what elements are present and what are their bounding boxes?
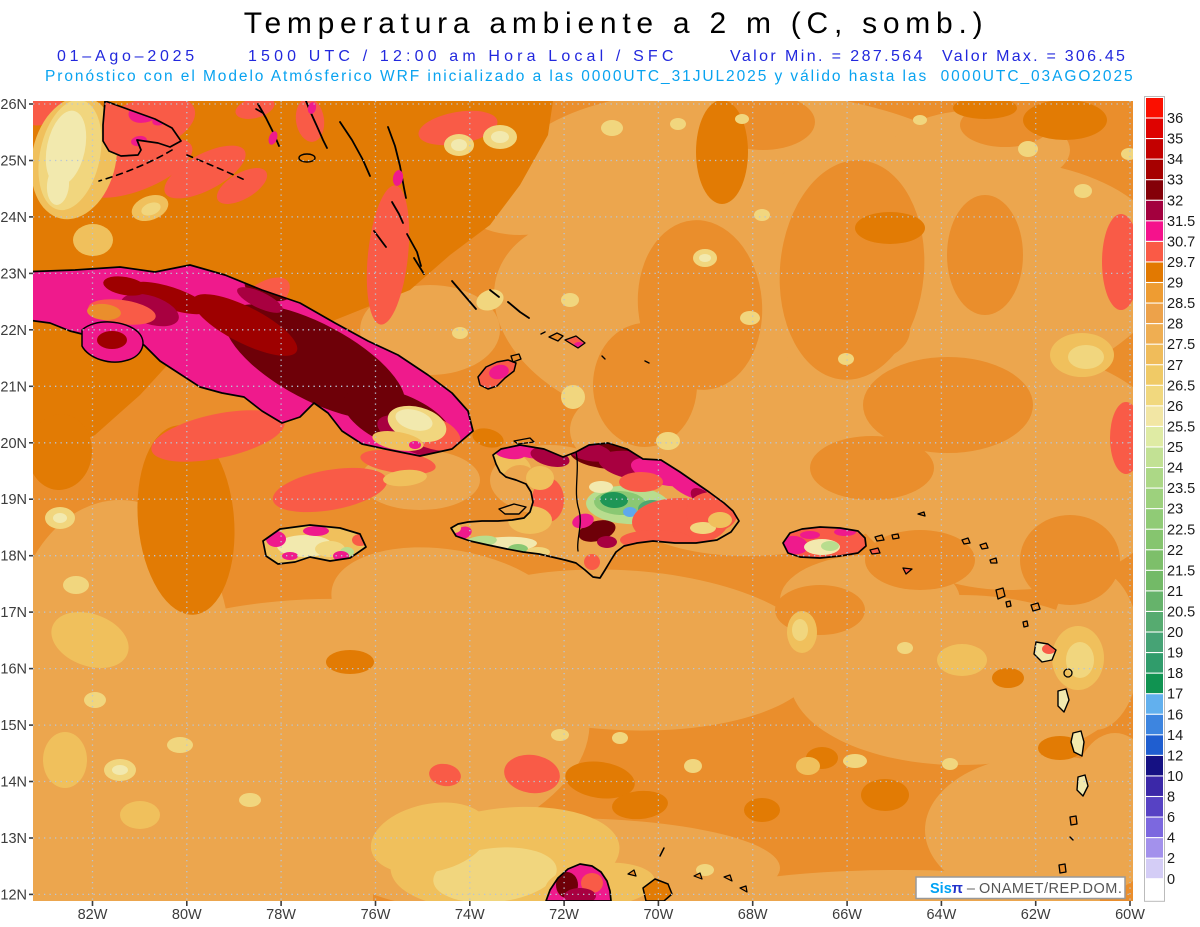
svg-text:Sisπ – ONAMET/REP.DOM.: Sisπ – ONAMET/REP.DOM. [930, 881, 1122, 897]
svg-text:18N: 18N [0, 549, 27, 565]
svg-text:10: 10 [1167, 769, 1183, 785]
svg-text:14N: 14N [0, 775, 27, 791]
svg-text:15N: 15N [0, 718, 27, 734]
svg-text:24: 24 [1167, 461, 1183, 477]
svg-text:17N: 17N [0, 605, 27, 621]
svg-text:27: 27 [1167, 358, 1183, 374]
svg-text:Temperatura ambiente a 2 m (C,: Temperatura ambiente a 2 m (C, somb.) [244, 7, 989, 40]
svg-text:16: 16 [1167, 707, 1183, 723]
svg-text:25: 25 [1167, 440, 1183, 456]
svg-text:62W: 62W [1021, 907, 1051, 923]
svg-text:13N: 13N [0, 831, 27, 847]
svg-text:29: 29 [1167, 276, 1183, 292]
svg-text:21.5: 21.5 [1167, 563, 1195, 579]
svg-text:22N: 22N [0, 323, 27, 339]
svg-text:0: 0 [1167, 872, 1175, 888]
svg-text:12N: 12N [0, 887, 27, 903]
svg-text:33: 33 [1167, 173, 1183, 189]
svg-text:17: 17 [1167, 687, 1183, 703]
svg-text:28: 28 [1167, 317, 1183, 333]
svg-text:29.7: 29.7 [1167, 255, 1195, 271]
svg-text:21: 21 [1167, 584, 1183, 600]
svg-text:Valor Min. = 287.564: Valor Min. = 287.564 [730, 48, 925, 65]
svg-text:68W: 68W [738, 907, 768, 923]
svg-text:23.5: 23.5 [1167, 481, 1195, 497]
svg-text:Valor Max. = 306.45: Valor Max. = 306.45 [942, 48, 1127, 65]
svg-text:23N: 23N [0, 266, 27, 282]
svg-text:23: 23 [1167, 502, 1183, 518]
svg-text:60W: 60W [1115, 907, 1145, 923]
svg-text:74W: 74W [455, 907, 485, 923]
svg-text:26N: 26N [0, 97, 27, 113]
svg-text:8: 8 [1167, 790, 1175, 806]
svg-text:80W: 80W [172, 907, 202, 923]
svg-text:78W: 78W [266, 907, 296, 923]
svg-text:26: 26 [1167, 399, 1183, 415]
svg-text:18: 18 [1167, 666, 1183, 682]
svg-text:34: 34 [1167, 152, 1183, 168]
svg-text:30.7: 30.7 [1167, 234, 1195, 250]
svg-text:21N: 21N [0, 379, 27, 395]
svg-text:66W: 66W [832, 907, 862, 923]
svg-text:25.5: 25.5 [1167, 420, 1195, 436]
svg-text:14: 14 [1167, 728, 1183, 744]
svg-text:82W: 82W [78, 907, 108, 923]
svg-text:22.5: 22.5 [1167, 522, 1195, 538]
svg-text:28.5: 28.5 [1167, 296, 1195, 312]
svg-text:36: 36 [1167, 111, 1183, 127]
svg-text:76W: 76W [361, 907, 391, 923]
svg-text:72W: 72W [549, 907, 579, 923]
svg-text:12: 12 [1167, 748, 1183, 764]
svg-text:35: 35 [1167, 132, 1183, 148]
svg-text:20N: 20N [0, 436, 27, 452]
svg-text:01–Ago–2025: 01–Ago–2025 [57, 48, 198, 65]
svg-text:25N: 25N [0, 154, 27, 170]
svg-text:31.5: 31.5 [1167, 214, 1195, 230]
svg-text:32: 32 [1167, 193, 1183, 209]
svg-text:6: 6 [1167, 810, 1175, 826]
svg-text:22: 22 [1167, 543, 1183, 559]
svg-text:4: 4 [1167, 831, 1175, 847]
svg-text:1500 UTC / 12:00 am Hora Local: 1500 UTC / 12:00 am Hora Local / SFC [248, 48, 678, 65]
svg-text:20: 20 [1167, 625, 1183, 641]
svg-text:2: 2 [1167, 851, 1175, 867]
svg-text:24N: 24N [0, 210, 27, 226]
svg-text:64W: 64W [926, 907, 956, 923]
svg-text:20.5: 20.5 [1167, 605, 1195, 621]
svg-text:26.5: 26.5 [1167, 378, 1195, 394]
svg-text:19: 19 [1167, 646, 1183, 662]
svg-text:27.5: 27.5 [1167, 337, 1195, 353]
svg-text:70W: 70W [643, 907, 673, 923]
svg-text:Pronóstico con el Modelo Atmós: Pronóstico con el Modelo Atmósferico WRF… [45, 68, 1135, 85]
svg-text:19N: 19N [0, 492, 27, 508]
svg-text:16N: 16N [0, 662, 27, 678]
